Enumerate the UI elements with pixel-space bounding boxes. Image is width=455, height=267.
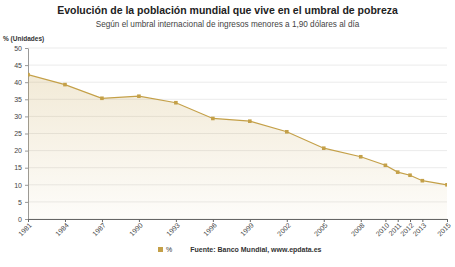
y-tick-label: 40 [14,79,22,86]
x-tick: 2013 [411,219,427,237]
x-tick-label: 1990 [128,221,144,237]
y-tick-mark [25,48,28,49]
y-tick: 5 [18,199,28,206]
marker [384,164,388,168]
x-tick: 2008 [350,219,366,237]
y-tick-mark [25,202,28,203]
legend-swatch [158,247,163,252]
legend-label: % [166,246,172,253]
x-tick: 1987 [91,219,107,237]
x-tick-label: 1993 [165,221,181,237]
y-tick-mark [25,134,28,135]
y-tick: 30 [14,113,28,120]
y-tick: 35 [14,96,28,103]
grid [28,48,447,219]
subtitle: Según el umbral internacional de ingreso… [96,20,360,29]
y-tick-label: 30 [14,113,22,120]
marker [28,73,30,77]
x-tick-label: 2008 [350,221,366,237]
x-axis-line [29,219,448,220]
x-tick: 2015 [436,219,452,237]
area [28,75,447,219]
grid-line [28,82,447,83]
x-tick-label: 2010 [374,221,390,237]
marker [100,96,104,100]
y-tick-label: 35 [14,96,22,103]
marker [63,83,67,87]
x-tick-label: 1984 [54,221,70,237]
source: Fuente: Banco Mundial, www.epdata.es [190,246,321,254]
x-tick: 1990 [128,219,144,237]
y-tick-mark [25,65,28,66]
title: Evolución de la población mundial que vi… [57,4,398,16]
grid-line [28,48,447,49]
x-tick: 2002 [276,219,292,237]
y-tick-label: 10 [14,182,22,189]
y-tick-label: 45 [14,62,22,69]
x-tick-label: 2005 [313,221,329,237]
marker [396,170,400,174]
y-tick: 10 [14,182,28,189]
marker [174,101,178,105]
y-tick-mark [25,151,28,152]
legend: % [158,246,172,253]
y-tick-mark [25,219,28,220]
y-tick: 25 [14,130,28,137]
marker [211,117,215,121]
chart: Evolución de la población mundial que vi… [0,0,455,267]
y-tick-label: 15 [14,164,22,171]
y-tick: 40 [14,79,28,86]
x-tick-label: 1996 [202,221,218,237]
y-tick-label: 5 [18,199,22,206]
x-tick: 1993 [165,219,181,237]
marker [408,173,412,177]
y-tick-mark [25,185,28,186]
line [28,75,447,185]
x-tick: 2010 [374,219,390,237]
plot-area [28,73,447,219]
marker [248,119,252,123]
y-tick: 45 [14,62,28,69]
y-tick-label: 25 [14,130,22,137]
y-axis: 0 5 10 15 20 25 30 35 40 45 50 [14,45,28,223]
y-tick-label: 20 [14,147,22,154]
y-tick: 15 [14,164,28,171]
x-tick: 1999 [239,219,255,237]
x-tick-label: 1987 [91,221,107,237]
x-tick: 1981 [17,219,33,237]
marker [421,179,425,183]
marker [359,155,363,159]
y-tick-mark [25,82,28,83]
y-tick-mark [25,116,28,117]
marker [285,130,289,134]
y-tick: 20 [14,147,28,154]
marker [445,183,447,187]
x-tick-label: 1999 [239,221,255,237]
x-tick-label: 2015 [436,221,452,237]
y-tick: 50 [14,45,28,52]
x-axis: 1981 1984 1987 1990 1993 1996 1999 2002 2005 2008… [17,219,452,237]
x-tick: 1984 [54,219,70,237]
y-tick-label: 50 [14,45,22,52]
y-tick-mark [25,99,28,100]
grid-line [28,65,447,66]
y-axis-title: % (Unidades) [3,35,44,43]
y-tick-mark [25,168,28,169]
y-tick-label: 0 [18,216,22,223]
marker [137,94,141,98]
x-tick-label: 1981 [17,221,33,237]
x-tick-label: 2002 [276,221,292,237]
x-tick: 2005 [313,219,329,237]
x-tick: 1996 [202,219,218,237]
marker [322,146,326,150]
x-tick-label: 2013 [411,221,427,237]
